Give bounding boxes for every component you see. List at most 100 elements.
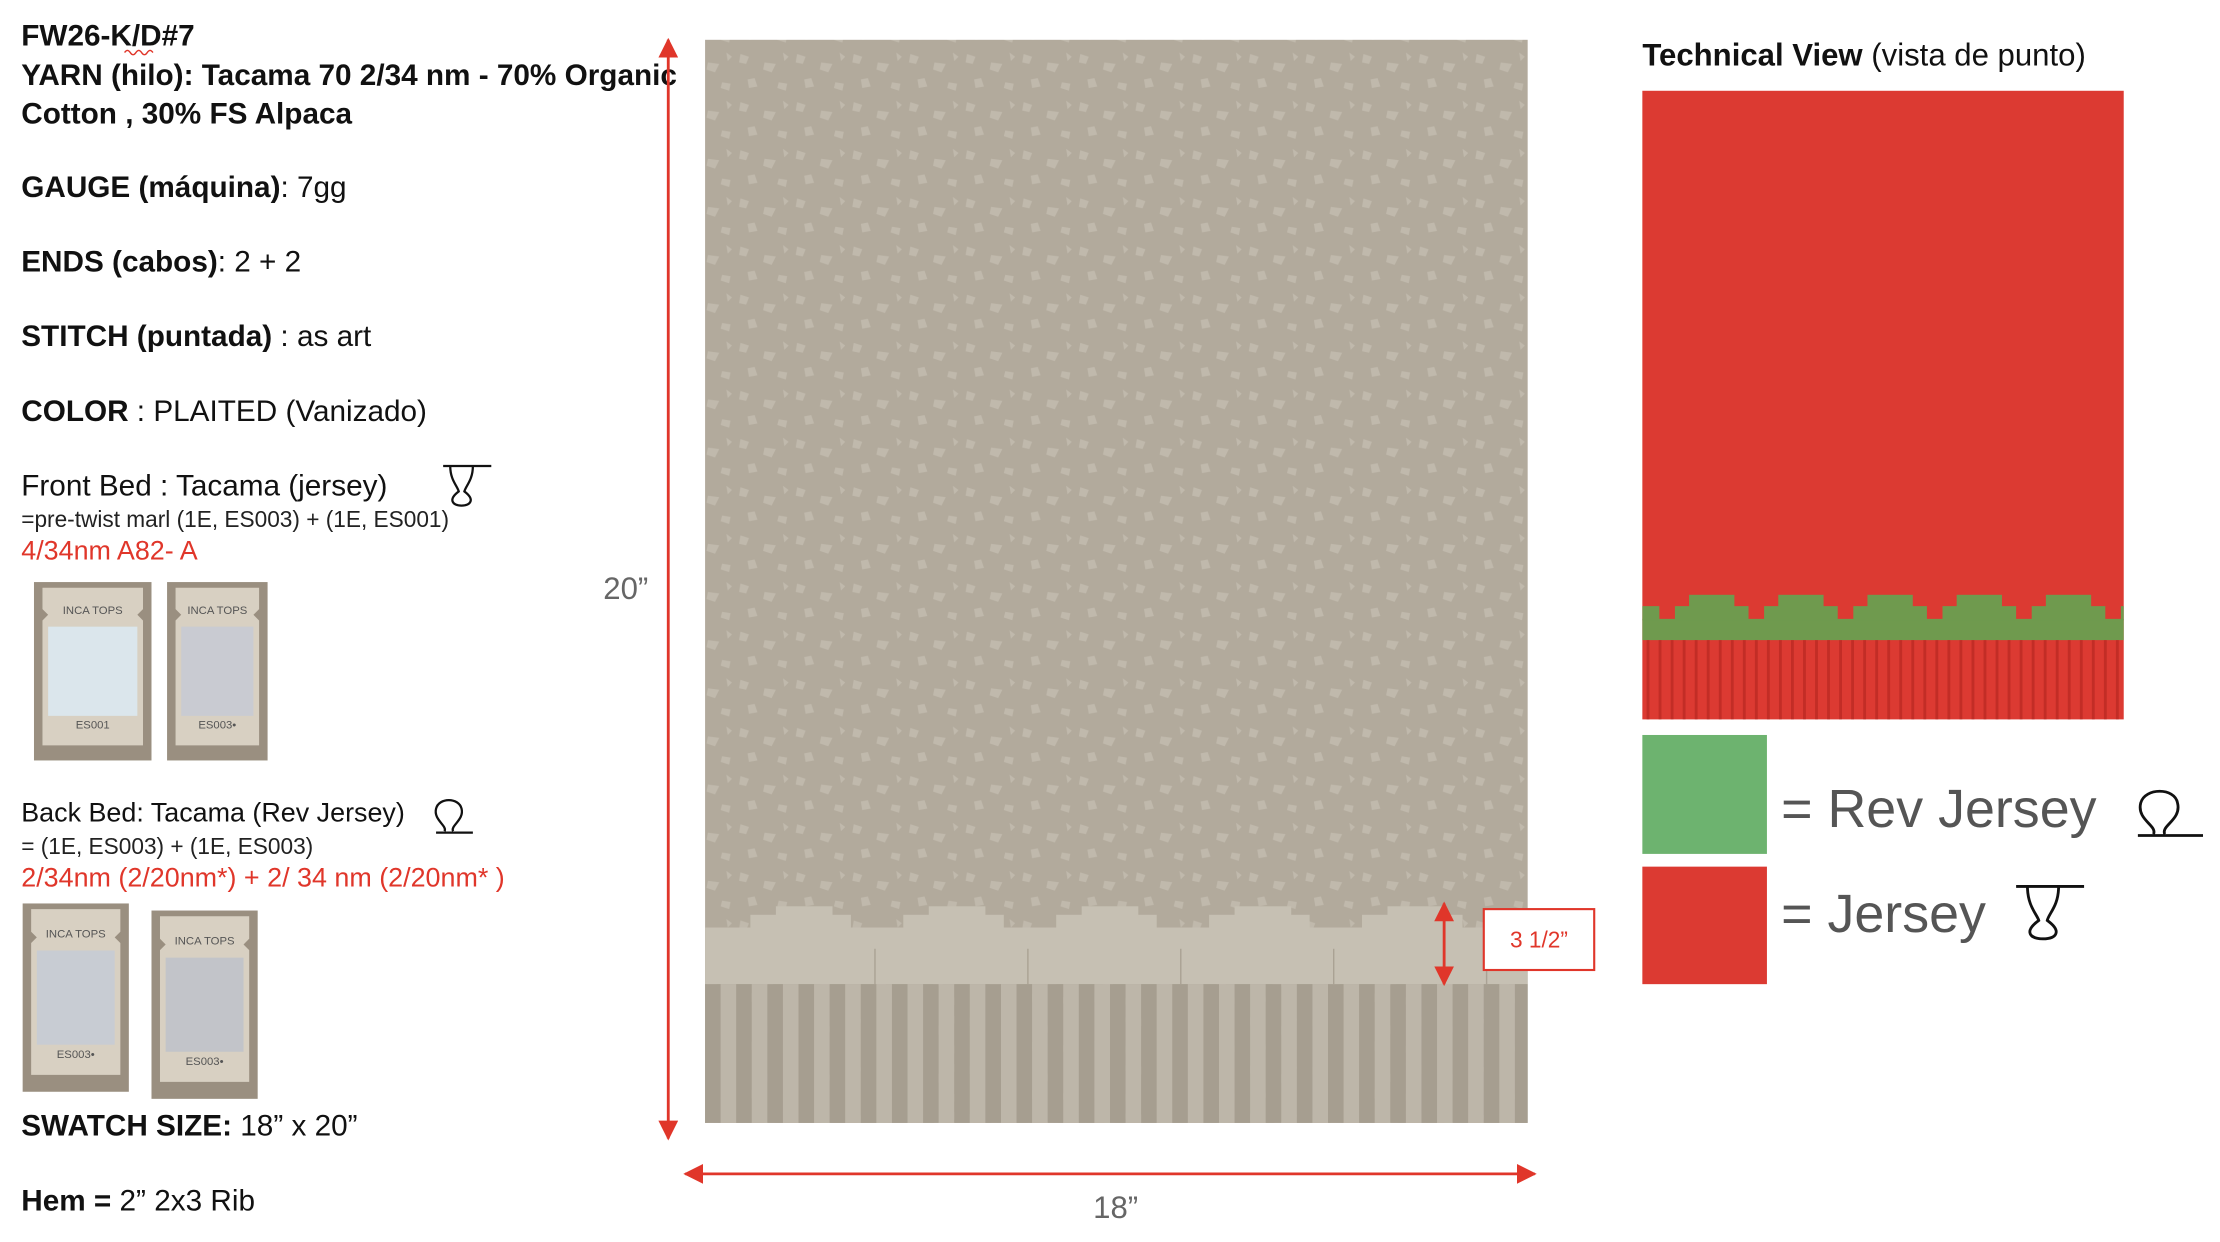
svg-text:SWATCH SIZE: 18” x 20”: SWATCH SIZE: 18” x 20” <box>21 1110 357 1143</box>
hem-value: 2” 2x3 Rib <box>111 1185 255 1218</box>
rib-stripe <box>1374 984 1391 1123</box>
rib-stripe <box>1094 984 1110 1123</box>
legend-swatch <box>1642 734 1767 854</box>
rib-stripe <box>1296 984 1313 1123</box>
svg-text:Hem = 2” 2x3 Rib: Hem = 2” 2x3 Rib <box>21 1185 255 1218</box>
rib-stripe <box>1125 984 1142 1123</box>
tech-subtitle: (vista de punto) <box>1863 37 2086 72</box>
tech-step <box>1642 606 1660 621</box>
front-bed-yarn-code: 4/34nm A82- A <box>21 535 197 565</box>
rib-stripe <box>1483 984 1500 1123</box>
rib-stripe <box>845 984 861 1123</box>
rib-stripe <box>876 984 892 1123</box>
rib-stripe <box>1328 984 1344 1123</box>
card-code: ES003• <box>198 719 236 731</box>
rib-stripe <box>1312 984 1329 1123</box>
tech-step <box>1942 606 2017 621</box>
rev-jersey-symbol <box>2137 789 2204 837</box>
card-brand: INCA TOPS <box>46 928 106 940</box>
rib-stripe <box>1390 984 1406 1123</box>
tech-step <box>1689 594 1735 608</box>
spec-label: STITCH (puntada) <box>21 320 272 353</box>
rib-stripe <box>1468 984 1484 1123</box>
spec-value: : 7gg <box>280 171 346 204</box>
front-bed-detail: =pre-twist marl (1E, ES003) + (1E, ES001… <box>21 506 449 532</box>
rib-stripe <box>767 984 783 1123</box>
rib-stripe <box>1141 984 1157 1123</box>
spec-value: : as art <box>272 320 372 353</box>
spec-line: GAUGE (máquina): 7gg <box>21 171 346 204</box>
yarn-card: INCA TOPS ES003• <box>151 910 258 1099</box>
back-bed-detail: = (1E, ES003) + (1E, ES003) <box>21 833 313 859</box>
tech-step <box>1853 606 1927 621</box>
rib-stripe <box>751 984 768 1123</box>
rib-stripe <box>985 984 1001 1123</box>
tech-band <box>1642 618 2124 641</box>
rib-stripe <box>1234 984 1251 1123</box>
spec-line: STITCH (puntada) : as art <box>21 320 372 353</box>
legend-label: = Rev Jersey <box>1781 779 2097 839</box>
tech-step <box>1778 594 1824 608</box>
rib-stripe <box>891 984 908 1123</box>
motif-step <box>1056 914 1157 929</box>
hem-label: Hem = <box>21 1185 111 1218</box>
pattern-box <box>1482 908 1596 972</box>
tech-step <box>2045 594 2092 608</box>
card-brand: INCA TOPS <box>187 605 247 617</box>
card-code: ES001 <box>76 719 110 731</box>
rib-stripe <box>1359 984 1375 1123</box>
motif-step <box>750 914 851 929</box>
pattern-label: 3 1/2” <box>1510 926 1568 952</box>
rib-stripe <box>798 984 815 1123</box>
motif-step <box>903 914 1004 929</box>
rib-stripe <box>829 984 846 1123</box>
yarn-wind <box>165 957 244 1052</box>
rib-stripe <box>1016 984 1033 1123</box>
yarn-cards: INCA TOPS ES001 INCA TOPS ES003• INCA TOPS ES… <box>22 582 268 1099</box>
rib-stripe <box>1514 984 1528 1123</box>
yarn-card: INCA TOPS ES003• <box>22 903 129 1092</box>
specs: GAUGE (máquina): 7gg ENDS (cabos): 2 + 2 S… <box>21 171 427 428</box>
tech-title: Technical View <box>1642 37 1863 72</box>
legend-swatch <box>1642 866 1767 985</box>
rib-stripe <box>1078 984 1095 1123</box>
tech-step <box>1674 606 1749 621</box>
rib-stripe <box>1187 984 1204 1123</box>
swatch-size-value: 18” x 20” <box>232 1110 358 1143</box>
svg-text:Technical View (vista de punto: Technical View (vista de punto) <box>1642 37 2085 72</box>
tech-hem <box>1642 594 2124 720</box>
spec-line: COLOR : PLAITED (Vanizado) <box>21 395 427 428</box>
motif-step <box>928 906 986 918</box>
rib-stripe <box>1250 984 1266 1123</box>
motif-step <box>775 906 833 918</box>
spec-value: : PLAITED (Vanizado) <box>129 395 427 428</box>
yarn-line: YARN (hilo): Tacama 70 2/34 nm - 70% Org… <box>21 59 677 92</box>
rib-stripe <box>1172 984 1188 1123</box>
rev-jersey-symbol <box>434 798 473 834</box>
rib-stripe <box>705 984 721 1123</box>
swatch-hem <box>705 906 1528 1123</box>
rib-stripe <box>1063 984 1079 1123</box>
rib-stripe <box>1437 984 1453 1123</box>
card-brand: INCA TOPS <box>63 605 123 617</box>
back-bed-yarn-code: 2/34nm (2/20nm*) + 2/ 34 nm (2/20nm* ) <box>21 862 505 892</box>
card-brand: INCA TOPS <box>175 935 235 947</box>
motif-step <box>1234 906 1292 918</box>
back-bed-title: Back Bed: Tacama (Rev Jersey) <box>21 797 405 827</box>
rib-stripe <box>1156 984 1173 1123</box>
jersey-symbol <box>443 464 492 507</box>
width-label: 18” <box>1093 1190 1138 1225</box>
spell-underline <box>124 49 154 56</box>
rib-stripe <box>736 984 752 1123</box>
legend-label: = Jersey <box>1781 884 1986 944</box>
hem-band <box>705 927 1528 985</box>
spec-label: GAUGE (máquina) <box>21 171 280 204</box>
motif-step <box>1209 914 1310 929</box>
rib-stripe <box>923 984 939 1123</box>
tech-step <box>1867 594 1913 608</box>
rib-stripe <box>1499 984 1515 1123</box>
style-code: FW26-K/D#7 <box>21 19 194 52</box>
motif-step <box>1387 906 1445 918</box>
tech-step <box>2120 606 2124 621</box>
